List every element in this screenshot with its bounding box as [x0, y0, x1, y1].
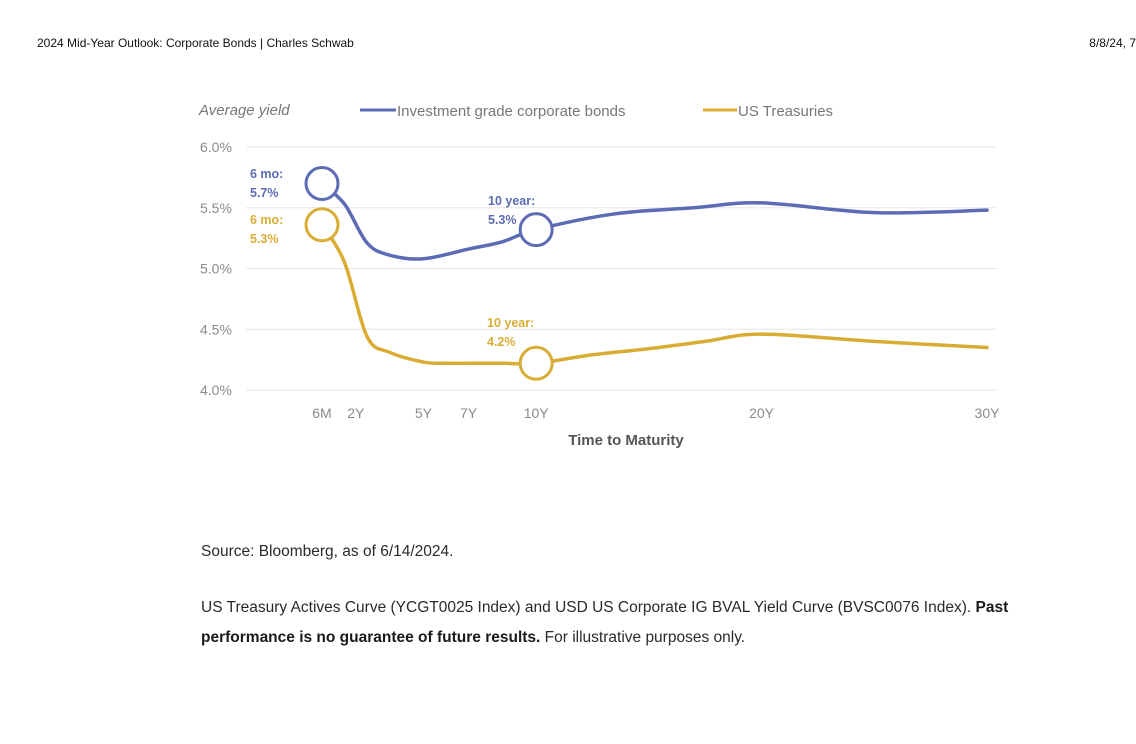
x-tick-label: 10Y [524, 405, 550, 421]
series-line-ig [320, 181, 989, 261]
x-tick-label: 20Y [749, 405, 775, 421]
annotation-circle [518, 212, 554, 248]
annotation-value: 5.7% [250, 186, 279, 200]
y-tick-label: 5.0% [200, 261, 232, 277]
x-tick-label: 6M [312, 405, 331, 421]
annotation-circle [304, 165, 340, 201]
disclaimer-bold-text: Past performance is no guarantee of futu… [201, 599, 1009, 646]
series-line-treasury [320, 223, 989, 366]
print-header-title: 2024 Mid-Year Outlook: Corporate Bonds |… [37, 36, 354, 50]
y-tick-label: 4.0% [200, 382, 232, 398]
x-tick-label: 30Y [975, 405, 1001, 421]
y-tick-label: 5.5% [200, 200, 232, 216]
annotation-value: 5.3% [488, 213, 517, 227]
disclaimer-text: US Treasury Actives Curve (YCGT0025 Inde… [201, 599, 976, 616]
disclaimer-caption: US Treasury Actives Curve (YCGT0025 Inde… [201, 593, 1041, 653]
print-header-date: 8/8/24, 7 [1089, 36, 1136, 50]
x-tick-label: 7Y [460, 405, 478, 421]
annotation-label: 6 mo: [250, 167, 283, 181]
source-caption: Source: Bloomberg, as of 6/14/2024. [201, 543, 454, 560]
disclaimer-text-end: For illustrative purposes only. [540, 629, 746, 646]
annotation-label: 6 mo: [250, 213, 283, 227]
y-tick-label: 6.0% [200, 139, 232, 155]
annotation-label: 10 year: [487, 316, 534, 330]
annotation-value: 5.3% [250, 232, 279, 246]
annotation-circle [304, 207, 340, 243]
x-axis-title: Time to Maturity [568, 432, 684, 449]
x-tick-label: 2Y [347, 405, 365, 421]
legend-label-ig: Investment grade corporate bonds [397, 103, 625, 120]
legend-label-treasury: US Treasuries [738, 103, 833, 120]
yield-curve-chart: 4.0% 4.5% 5.0% 5.5% 6.0% 6M 2Y 5Y 7Y 10Y 20Y 30Y Tim… [198, 102, 1001, 449]
annotation-circle [518, 345, 554, 381]
y-tick-label: 4.5% [200, 321, 232, 337]
x-tick-label: 5Y [415, 405, 433, 421]
annotation-value: 4.2% [487, 335, 516, 349]
y-axis-title: Average yield [198, 102, 290, 119]
annotation-label: 10 year: [488, 194, 535, 208]
